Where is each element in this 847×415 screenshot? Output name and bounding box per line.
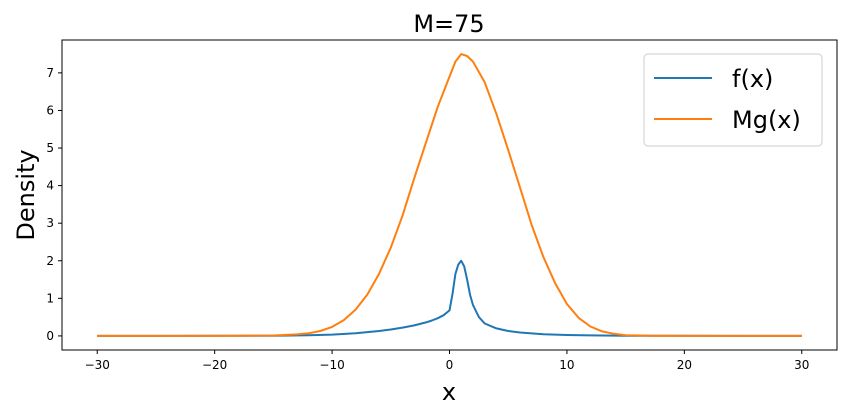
y-tick-label: 3	[46, 216, 54, 230]
legend-label-mg: Mg(x)	[732, 106, 801, 134]
legend-label-f: f(x)	[732, 65, 773, 93]
x-tick-label: 10	[559, 358, 574, 372]
y-tick-label: 4	[46, 179, 54, 193]
y-axis-ticks: 0 1 2 3 4 5 6 7	[46, 66, 62, 343]
y-axis-label: Density	[12, 149, 40, 240]
y-tick-label: 7	[46, 66, 54, 80]
y-tick-label: 6	[46, 103, 54, 117]
x-tick-label: 30	[794, 358, 809, 372]
x-tick-label: −20	[202, 358, 227, 372]
series-line-mg	[97, 53, 802, 337]
chart-title: M=75	[413, 10, 484, 38]
y-tick-label: 0	[46, 329, 54, 343]
series-layer	[97, 53, 802, 337]
x-tick-label: −10	[319, 358, 344, 372]
y-tick-label: 1	[46, 291, 54, 305]
y-tick-label: 2	[46, 254, 54, 268]
y-tick-label: 5	[46, 141, 54, 155]
x-tick-label: 20	[677, 358, 692, 372]
x-tick-label: 0	[446, 358, 454, 372]
x-axis-label: x	[442, 378, 456, 406]
x-axis-ticks: −30 −20 −10 0 10 20 30	[85, 350, 809, 372]
legend: f(x) Mg(x)	[643, 53, 823, 147]
series-line-f	[97, 259, 802, 337]
x-tick-label: −30	[85, 358, 110, 372]
